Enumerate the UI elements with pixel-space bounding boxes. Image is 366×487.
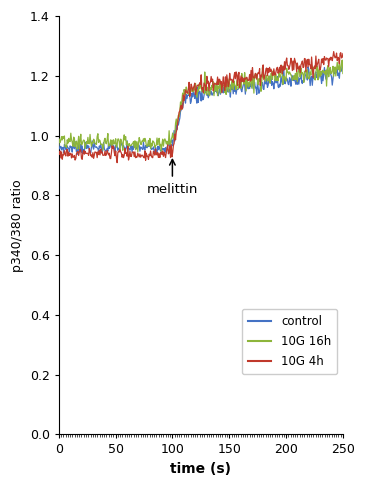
Text: melittin: melittin [147, 184, 198, 196]
Legend: control, 10G 16h, 10G 4h: control, 10G 16h, 10G 4h [242, 309, 337, 374]
Y-axis label: p340/380 ratio: p340/380 ratio [11, 179, 24, 272]
X-axis label: time (s): time (s) [170, 462, 231, 476]
